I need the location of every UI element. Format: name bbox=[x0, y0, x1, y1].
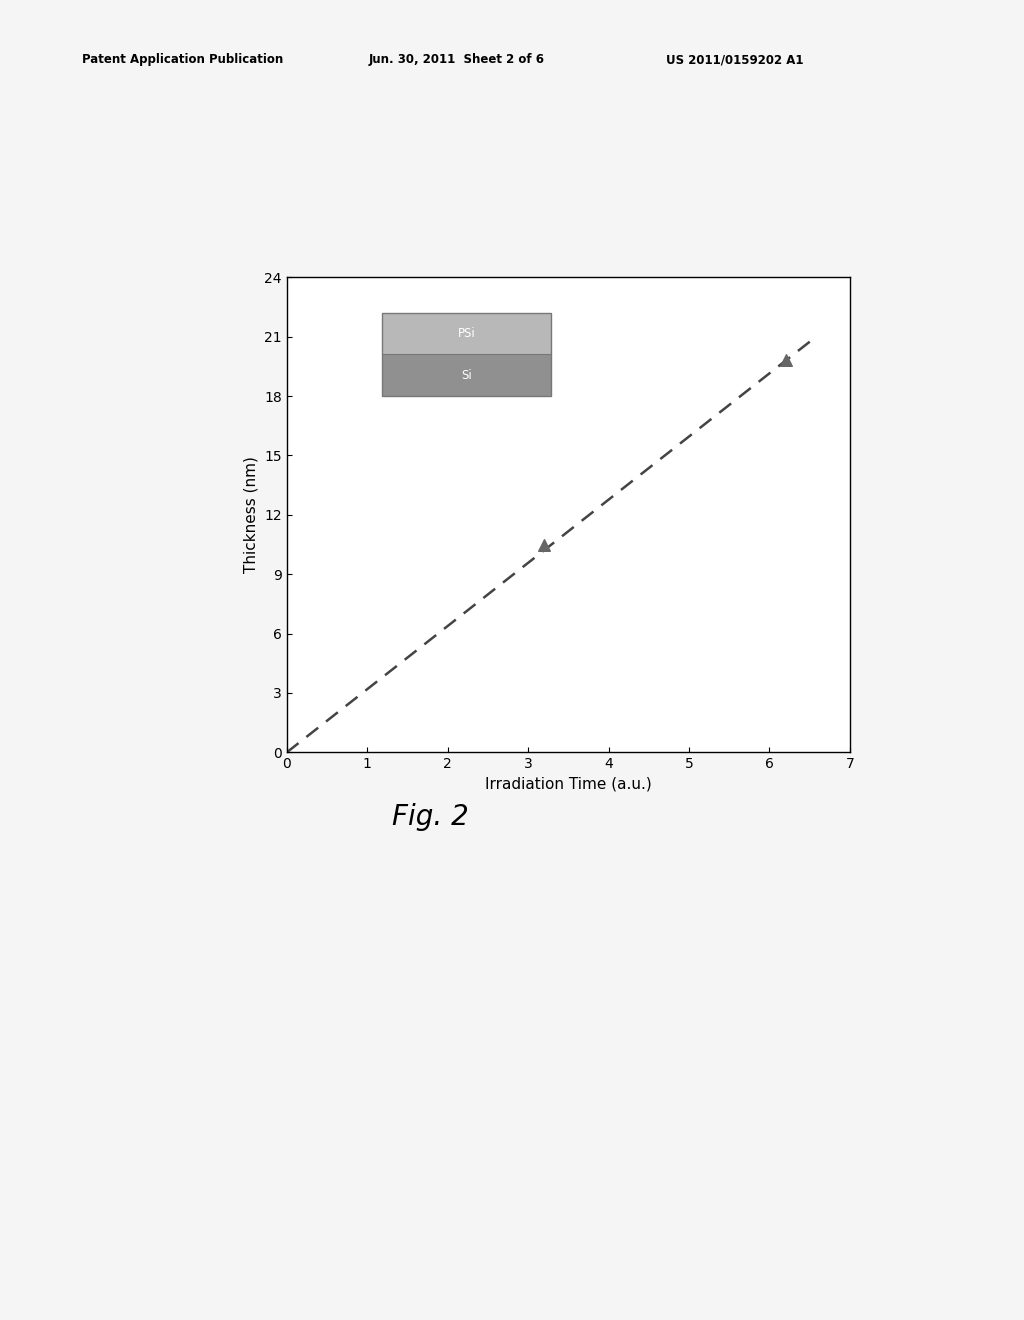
X-axis label: Irradiation Time (a.u.): Irradiation Time (a.u.) bbox=[485, 776, 651, 792]
Text: Si: Si bbox=[462, 368, 472, 381]
Text: US 2011/0159202 A1: US 2011/0159202 A1 bbox=[666, 53, 803, 66]
Text: PSi: PSi bbox=[458, 327, 476, 341]
Text: Patent Application Publication: Patent Application Publication bbox=[82, 53, 284, 66]
Point bbox=[536, 533, 552, 554]
Point bbox=[777, 350, 794, 371]
Text: Fig. 2: Fig. 2 bbox=[392, 803, 468, 832]
Text: Jun. 30, 2011  Sheet 2 of 6: Jun. 30, 2011 Sheet 2 of 6 bbox=[369, 53, 545, 66]
Y-axis label: Thickness (nm): Thickness (nm) bbox=[244, 457, 258, 573]
Bar bbox=[383, 354, 551, 396]
Bar bbox=[383, 313, 551, 355]
Bar bbox=[383, 313, 551, 396]
